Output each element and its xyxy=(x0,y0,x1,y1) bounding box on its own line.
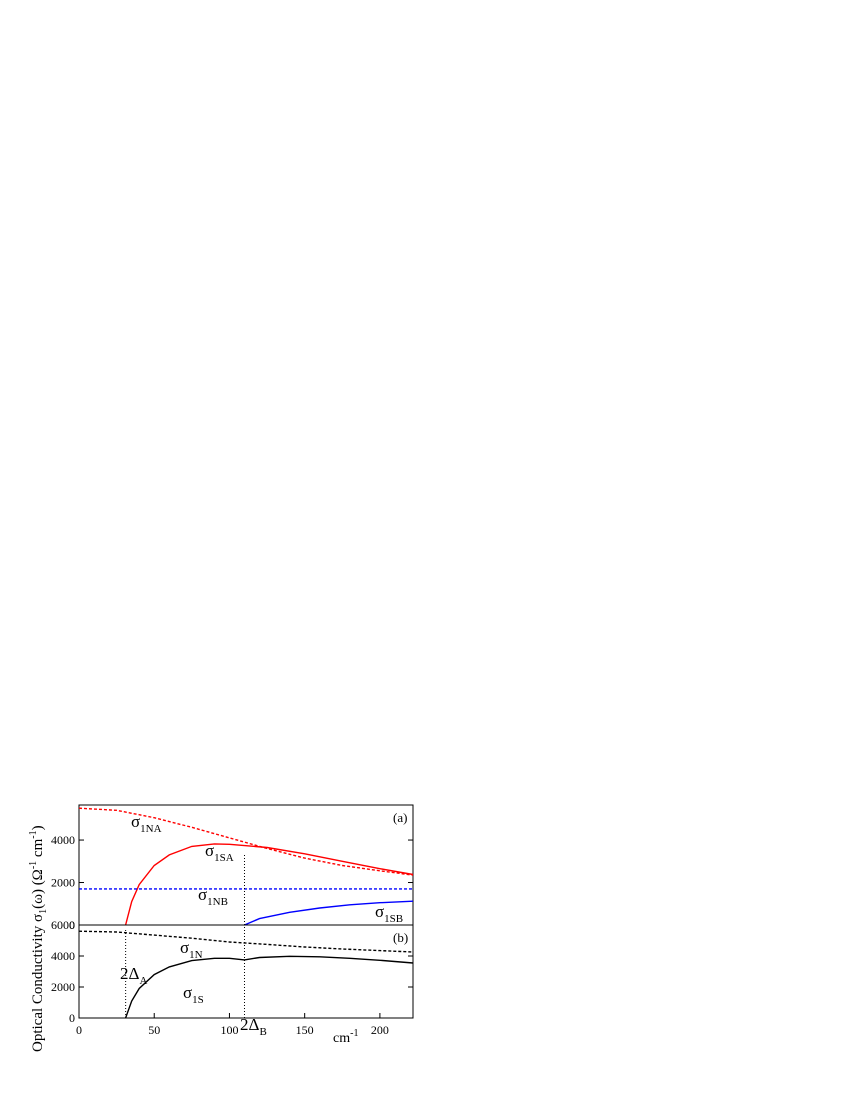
y-tick-label: 2000 xyxy=(51,876,75,890)
series-line xyxy=(78,807,414,876)
curve-label: σ1NB xyxy=(198,885,228,908)
label-subscript: 1N xyxy=(189,949,203,961)
label-base: σ xyxy=(131,812,140,831)
axis-label-part: Optical Conductivity σ xyxy=(30,914,46,1052)
series-line xyxy=(244,900,414,926)
axis-label-part: (ω) (Ω xyxy=(30,869,46,909)
axis-label-part: -1 xyxy=(350,1028,358,1039)
panel-label: (a) xyxy=(393,810,407,825)
curve-label: 2ΔA xyxy=(120,964,147,987)
y-tick-label: 2000 xyxy=(51,980,75,994)
y-tick-label: 0 xyxy=(69,1011,75,1025)
label-base: σ xyxy=(375,902,384,921)
series-line xyxy=(124,843,414,926)
x-axis-label: cm-1 xyxy=(333,1028,358,1046)
y-axis-label: Optical Conductivity σ1(ω) (Ω-1 cm-1) xyxy=(28,825,49,1052)
label-base: σ xyxy=(205,841,214,860)
axis-label-part: -1 xyxy=(28,830,39,838)
label-subscript: 1SA xyxy=(214,852,234,864)
y-tick-label: 4000 xyxy=(51,949,75,963)
label-subscript: A xyxy=(139,975,147,987)
axis-label-part: 1 xyxy=(38,909,49,914)
label-subscript: B xyxy=(259,1026,266,1038)
label-base: σ xyxy=(198,885,207,904)
curve-label: σ1SA xyxy=(205,841,234,864)
label-base: 2Δ xyxy=(240,1015,260,1034)
y-tick-label: 4000 xyxy=(51,833,75,847)
x-tick-label: 0 xyxy=(76,1023,82,1037)
axis-label-part: -1 xyxy=(28,861,39,869)
x-tick-label: 100 xyxy=(220,1023,238,1037)
curve-label: σ1NA xyxy=(131,812,162,835)
axis-label-part: cm xyxy=(333,1031,350,1046)
x-tick-label: 150 xyxy=(296,1023,314,1037)
axis-label-part: ) xyxy=(30,825,46,830)
label-subscript: 1SB xyxy=(384,913,403,925)
label-subscript: 1NA xyxy=(140,823,161,835)
curve-label: 2ΔB xyxy=(240,1015,267,1038)
x-tick-label: 200 xyxy=(371,1023,389,1037)
label-base: σ xyxy=(183,983,192,1002)
label-base: σ xyxy=(180,938,189,957)
series-line xyxy=(78,930,414,953)
curve-label: σ1S xyxy=(183,983,204,1006)
x-tick-label: 50 xyxy=(148,1023,160,1037)
curve-label: σ1N xyxy=(180,938,203,961)
label-subscript: 1S xyxy=(192,994,204,1006)
label-base: 2Δ xyxy=(120,964,140,983)
y-tick-label: 6000 xyxy=(51,918,75,932)
y-tick-label: 0 xyxy=(69,918,75,932)
plot-frame xyxy=(78,924,414,1019)
curve-label: σ1SB xyxy=(375,902,403,925)
axis-label-part: cm xyxy=(30,838,46,860)
label-subscript: 1NB xyxy=(207,896,228,908)
panel-label: (b) xyxy=(393,930,408,945)
series-line xyxy=(124,955,414,1019)
